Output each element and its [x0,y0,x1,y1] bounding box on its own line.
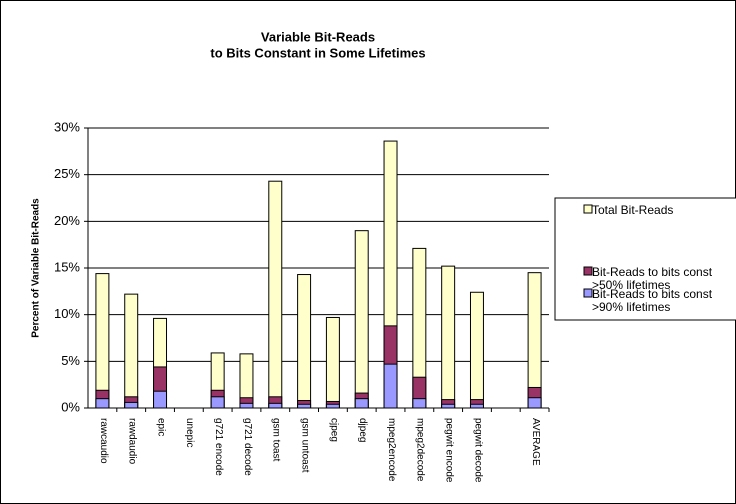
y-tick-label: 5% [61,353,80,368]
x-tick-label: g721 encode [213,418,224,476]
bar [297,403,312,409]
legend-swatch [583,288,593,298]
bar [441,265,456,409]
x-tick-label: rawdaudio [127,418,138,465]
y-tick-label: 15% [54,259,80,274]
chart-title: Variable Bit-Reads [261,29,375,44]
bar [354,398,369,409]
chart-title: to Bits Constant in Some Lifetimes [210,45,425,60]
bar [268,402,283,409]
y-tick-label: 0% [61,399,80,414]
x-tick-label: gsm untoast [299,418,310,473]
x-tick-label: g721 decode [242,418,253,476]
legend-label: Bit-Reads to bits const >90% lifetimes [592,287,713,314]
legend-label: Bit-Reads to bits const >50% lifetimes [592,265,713,292]
x-tick-label: epic [155,418,166,436]
x-tick-label: AVERAGE [530,418,541,466]
y-tick-label: 20% [54,213,80,228]
bar [441,403,456,409]
bar [383,363,398,409]
bar [124,401,139,409]
legend-label: Total Bit-Reads [592,203,674,217]
x-tick-label: pegwit encode [444,418,455,483]
x-tick-label: cjpeg [328,418,339,442]
bar [325,403,340,409]
bar [239,402,254,409]
bar [124,293,139,409]
x-tick-label: rawcaudio [98,418,109,464]
legend-swatch [583,204,593,214]
bar [297,274,312,409]
y-tick-label: 25% [54,166,80,181]
y-tick-label: 10% [54,306,80,321]
x-tick-label: mpeg2decode [415,418,426,482]
bar [469,403,484,409]
bar [153,390,168,409]
x-tick-label: mpeg2encode [386,418,397,482]
bar [95,398,110,409]
legend-box [554,197,736,321]
bar [325,316,340,409]
y-axis-label: Percent of Variable Bit-Reads [31,198,42,338]
y-tick-label: 30% [54,119,80,134]
legend-swatch [583,266,593,276]
x-tick-label: gsm toast [271,418,282,462]
bar [469,291,484,409]
x-tick-label: djpeg [357,418,368,442]
bar [412,398,427,409]
bar [95,273,110,409]
x-tick-label: unepic [184,418,195,447]
x-tick-label: pegwit decode [472,418,483,483]
bar [354,230,369,409]
bar [527,397,542,409]
bar [210,396,225,409]
bar [268,180,283,409]
